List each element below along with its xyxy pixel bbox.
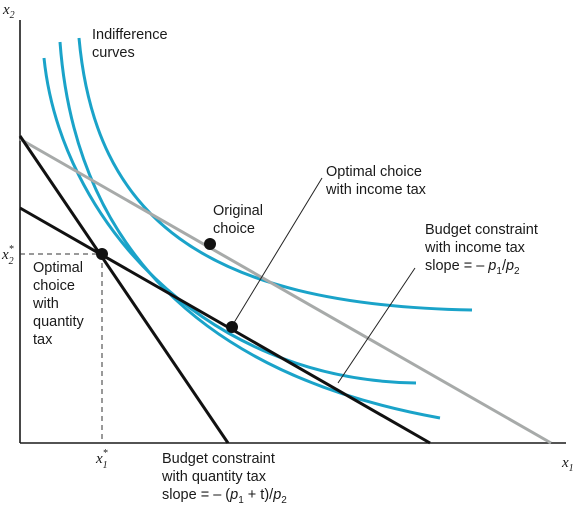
indifference-curve-outer <box>77 37 473 312</box>
indifference-label-line2: curves <box>92 45 135 61</box>
budget-line-quantity-tax <box>18 135 230 444</box>
budget-quantity-label-line2: with quantity tax <box>161 469 267 485</box>
point-original-choice <box>204 238 216 250</box>
optimal-quantity-label-line4: quantity <box>33 314 85 330</box>
x2-star-label: x* 2 <box>1 244 14 267</box>
optimal-quantity-label-line5: tax <box>33 332 53 348</box>
pointer-budget-income <box>337 267 416 384</box>
budget-quantity-slope: slope = – (p1 + t)/p2 <box>162 487 287 506</box>
indifference-label-line1: Indifference <box>92 27 168 43</box>
x-axis-label: x1 <box>561 455 574 474</box>
optimal-quantity-label-line2: choice <box>33 278 75 294</box>
budget-income-label-line2: with income tax <box>424 240 526 256</box>
x1-star-label: x* 1 <box>95 448 108 471</box>
budget-quantity-label-line1: Budget constraint <box>162 451 275 467</box>
point-optimal-quantity-tax <box>96 248 108 260</box>
budget-income-label-line1: Budget constraint <box>425 222 538 238</box>
y-axis-label: x2 <box>2 2 15 21</box>
point-optimal-income-tax <box>226 321 238 333</box>
optimal-quantity-label-line1: Optimal <box>33 260 83 276</box>
optimal-income-label-line2: with income tax <box>325 182 427 198</box>
budget-income-slope: slope = – p1/p2 <box>425 258 520 277</box>
budget-line-income-tax <box>19 206 431 445</box>
original-choice-label-line1: Original <box>213 203 263 219</box>
optimal-income-label-line1: Optimal choice <box>326 164 422 180</box>
pointer-optimal-income <box>231 177 323 327</box>
original-choice-label-line2: choice <box>213 221 255 237</box>
optimal-quantity-label-line3: with <box>32 296 59 312</box>
budget-line-original <box>19 137 552 445</box>
